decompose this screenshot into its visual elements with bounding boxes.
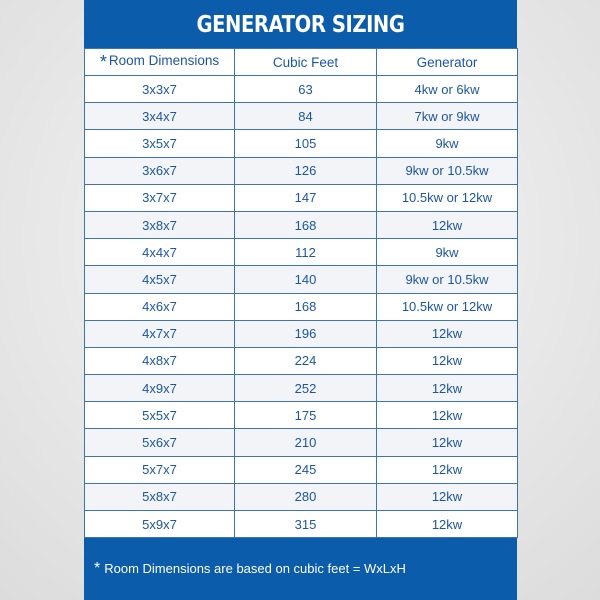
cell-cubic-feet: 63 bbox=[234, 74, 377, 104]
cell-room-dimensions: 5x5x7 bbox=[84, 401, 235, 430]
cell-room-dimensions: 3x4x7 bbox=[84, 102, 235, 131]
asterisk-icon: * bbox=[99, 51, 107, 72]
table-row: 4x5x7 140 9kw or 10.5kw bbox=[84, 265, 518, 294]
cell-room-dimensions: 5x6x7 bbox=[84, 428, 235, 457]
cell-room-dimensions: 5x7x7 bbox=[84, 455, 235, 484]
cell-room-dimensions: 3x3x7 bbox=[84, 74, 235, 104]
table-row: 3x6x7 126 9kw or 10.5kw bbox=[84, 156, 518, 185]
cell-room-dimensions: 3x8x7 bbox=[84, 210, 235, 240]
cell-generator: 12kw bbox=[376, 210, 518, 240]
cell-generator: 12kw bbox=[376, 455, 518, 484]
cell-cubic-feet: 210 bbox=[234, 428, 377, 457]
table-row: 3x4x7 84 7kw or 9kw bbox=[84, 102, 518, 131]
cell-room-dimensions: 3x5x7 bbox=[84, 129, 235, 158]
table-header-row: * Room Dimensions Cubic Feet Generator bbox=[84, 48, 518, 76]
cell-cubic-feet: 280 bbox=[234, 482, 377, 512]
header-room-dimensions: * Room Dimensions bbox=[84, 48, 235, 76]
cell-generator: 12kw bbox=[376, 319, 518, 348]
cell-generator: 9kw bbox=[376, 129, 518, 158]
table-row: 4x8x7 224 12kw bbox=[84, 346, 518, 376]
cell-generator: 9kw or 10.5kw bbox=[376, 265, 518, 294]
cell-generator: 7kw or 9kw bbox=[376, 102, 518, 131]
header-generator: Generator bbox=[376, 48, 518, 76]
table-row: 3x5x7 105 9kw bbox=[84, 129, 518, 158]
page-title: GENERATOR SIZING bbox=[196, 12, 405, 38]
cell-cubic-feet: 168 bbox=[234, 292, 377, 321]
cell-room-dimensions: 5x9x7 bbox=[84, 509, 235, 539]
cell-cubic-feet: 112 bbox=[234, 238, 377, 267]
table-row: 5x5x7 175 12kw bbox=[84, 401, 518, 430]
table-row: 4x6x7 168 10.5kw or 12kw bbox=[84, 292, 518, 321]
table-row: 5x6x7 210 12kw bbox=[84, 428, 518, 457]
cell-cubic-feet: 168 bbox=[234, 210, 377, 240]
cell-cubic-feet: 175 bbox=[234, 401, 377, 430]
table-row: 4x9x7 252 12kw bbox=[84, 374, 518, 403]
cell-generator: 12kw bbox=[376, 346, 518, 376]
table-row: 4x4x7 112 9kw bbox=[84, 238, 518, 267]
asterisk-icon: * bbox=[94, 560, 101, 578]
footnote-text: Room Dimensions are based on cubic feet … bbox=[104, 561, 406, 577]
table-row: 5x9x7 315 12kw bbox=[84, 509, 518, 539]
table-row: 5x7x7 245 12kw bbox=[84, 455, 518, 484]
cell-generator: 12kw bbox=[376, 374, 518, 403]
cell-cubic-feet: 315 bbox=[234, 509, 377, 539]
cell-room-dimensions: 4x9x7 bbox=[84, 374, 235, 403]
cell-cubic-feet: 147 bbox=[234, 183, 377, 212]
cell-cubic-feet: 126 bbox=[234, 156, 377, 185]
cell-room-dimensions: 4x6x7 bbox=[84, 292, 235, 321]
table-row: 3x7x7 147 10.5kw or 12kw bbox=[84, 183, 518, 212]
cell-generator: 12kw bbox=[376, 401, 518, 430]
table-row: 3x3x7 63 4kw or 6kw bbox=[84, 74, 518, 104]
cell-cubic-feet: 252 bbox=[234, 374, 377, 403]
cell-cubic-feet: 196 bbox=[234, 319, 377, 348]
cell-generator: 9kw bbox=[376, 238, 518, 267]
cell-room-dimensions: 4x7x7 bbox=[84, 319, 235, 348]
cell-cubic-feet: 105 bbox=[234, 129, 377, 158]
cell-cubic-feet: 245 bbox=[234, 455, 377, 484]
cell-room-dimensions: 4x8x7 bbox=[84, 346, 235, 376]
footnote: * Room Dimensions are based on cubic feet… bbox=[84, 538, 517, 578]
cell-room-dimensions: 3x6x7 bbox=[84, 156, 235, 185]
cell-generator: 10.5kw or 12kw bbox=[376, 183, 518, 212]
cell-generator: 9kw or 10.5kw bbox=[376, 156, 518, 185]
generator-sizing-panel: GENERATOR SIZING * Room Dimensions Cubic … bbox=[84, 0, 518, 600]
cell-generator: 4kw or 6kw bbox=[376, 74, 518, 104]
cell-room-dimensions: 5x8x7 bbox=[84, 482, 235, 512]
table-row: 4x7x7 196 12kw bbox=[84, 319, 518, 348]
cell-cubic-feet: 84 bbox=[234, 102, 377, 131]
cell-generator: 10.5kw or 12kw bbox=[376, 292, 518, 321]
cell-cubic-feet: 224 bbox=[234, 346, 377, 376]
cell-room-dimensions: 3x7x7 bbox=[84, 183, 235, 212]
table-row: 5x8x7 280 12kw bbox=[84, 482, 518, 512]
cell-room-dimensions: 4x4x7 bbox=[84, 238, 235, 267]
cell-generator: 12kw bbox=[376, 509, 518, 539]
cell-cubic-feet: 140 bbox=[234, 265, 377, 294]
sizing-table: * Room Dimensions Cubic Feet Generator 3x… bbox=[84, 48, 518, 539]
cell-generator: 12kw bbox=[376, 428, 518, 457]
cell-room-dimensions: 4x5x7 bbox=[84, 265, 235, 294]
table-row: 3x8x7 168 12kw bbox=[84, 210, 518, 240]
cell-generator: 12kw bbox=[376, 482, 518, 512]
header-cubic-feet: Cubic Feet bbox=[234, 48, 377, 76]
